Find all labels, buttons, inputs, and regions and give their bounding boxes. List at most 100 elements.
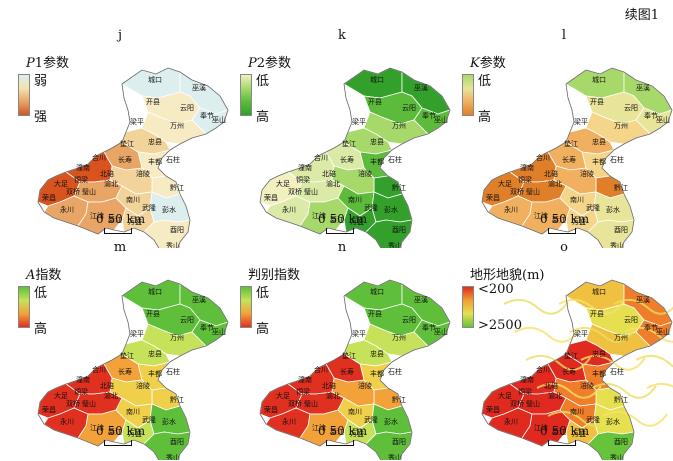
city-label: 丰都 — [592, 157, 606, 166]
map-panel-m: m A指数 城口 巫溪 开县 云阳 奉节 巫山 梁平 万州 忠县 垫江 石柱 丰都 长寿 涪陵 合川 潼南 大足 双桥… — [10, 240, 230, 460]
terrain-ridge — [547, 410, 613, 427]
legend-top-label: 弱 — [34, 74, 48, 89]
city-label: 万盛 — [572, 429, 586, 438]
scale-distance-label: 50 km — [107, 212, 146, 226]
city-label: 潼南 — [520, 163, 534, 172]
city-label: 永川 — [282, 205, 296, 214]
city-label: 忠县 — [370, 138, 384, 146]
city-label: 合川 — [536, 153, 550, 162]
city-label: 荣昌 — [486, 405, 500, 414]
city-label: 云阳 — [402, 315, 416, 324]
city-label: 开县 — [146, 310, 160, 318]
region-outline — [37, 279, 229, 460]
city-label: 涪陵 — [358, 381, 372, 390]
city-label: 潼南 — [76, 163, 90, 172]
panel-title: K参数 — [470, 56, 506, 71]
city-label: 江津 — [534, 212, 548, 220]
city-label: 綦江 — [330, 427, 344, 436]
city-label: 黔江 — [392, 183, 406, 192]
city-label: 黔江 — [614, 395, 628, 404]
city-label: 彭水 — [384, 417, 398, 426]
city-label: 垫江 — [120, 139, 134, 148]
city-label: 石柱 — [166, 155, 180, 164]
panel-letter-label: k — [338, 28, 346, 43]
scale-bar: 0 50 km — [540, 212, 589, 226]
city-label: 南川 — [126, 195, 140, 204]
city-label: 双桥 — [510, 399, 524, 408]
legend-color-bar — [240, 286, 252, 328]
figure-continued-label: 续图1 — [624, 8, 659, 23]
terrain-ridge — [624, 326, 673, 343]
region-outline — [481, 279, 673, 460]
scale-distance-label: 50 km — [551, 424, 590, 438]
legend-bottom-label: 高 — [256, 322, 270, 337]
city-label: 铜梁 — [74, 387, 88, 396]
city-label: 云阳 — [180, 103, 194, 112]
city-label: 长寿 — [118, 155, 132, 164]
city-label: 奉节 — [200, 111, 214, 120]
city-label: 合川 — [314, 365, 328, 374]
scale-bar-line — [548, 440, 576, 446]
city-label: 石柱 — [610, 155, 624, 164]
city-label: 长寿 — [340, 367, 354, 376]
city-label: 潼南 — [298, 375, 312, 384]
city-label: 万盛 — [572, 217, 586, 226]
panel-title: A指数 — [26, 268, 62, 283]
terrain-ridge — [525, 354, 591, 371]
city-label: 垫江 — [342, 139, 356, 148]
city-label: 石柱 — [166, 367, 180, 376]
city-label: 彭水 — [384, 205, 398, 214]
city-label: 双桥 — [288, 399, 302, 408]
city-label: 渝北 — [548, 391, 562, 400]
city-label: 垫江 — [342, 351, 356, 360]
city-label: 璧山 — [526, 399, 540, 408]
city-label: 合川 — [314, 153, 328, 162]
city-label: 云阳 — [624, 315, 638, 324]
scale-zero-label: 0 — [96, 424, 108, 438]
city-label: 北碚 — [322, 169, 336, 178]
panel-letter-label: m — [113, 240, 127, 255]
legend-bottom-label: 高 — [34, 322, 48, 337]
scale-distance-label: 50 km — [551, 212, 590, 226]
city-label: 合川 — [92, 365, 106, 374]
city-label: 荣昌 — [42, 193, 56, 202]
city-label: 巫山 — [434, 115, 448, 124]
city-label: 江津 — [534, 424, 548, 432]
city-label: 铜梁 — [518, 175, 532, 184]
city-label: 璧山 — [82, 399, 96, 408]
city-label: 忠县 — [148, 138, 162, 146]
city-label: 长寿 — [340, 155, 354, 164]
city-label: 武隆 — [364, 203, 378, 212]
city-label: 南川 — [348, 195, 362, 204]
city-label: 丰都 — [370, 157, 384, 166]
panel-letter-label: l — [561, 28, 567, 43]
legend-color-bar — [18, 74, 30, 116]
city-label: 南川 — [570, 407, 584, 416]
city-label: 奉节 — [644, 323, 658, 332]
city-label: 黔江 — [170, 183, 184, 192]
panel-letter-label: j — [117, 28, 123, 43]
city-label: 梁平 — [574, 117, 588, 126]
terrain-ridge — [558, 298, 624, 315]
city-label: 巫溪 — [414, 83, 428, 92]
city-label: 渝北 — [548, 179, 562, 188]
city-label: 大足 — [276, 179, 290, 188]
terrain-ridge — [569, 326, 635, 343]
city-label: 江津 — [312, 212, 326, 220]
city-label: 永川 — [60, 417, 74, 426]
city-label: 黔江 — [170, 395, 184, 404]
legend-top-label: 低 — [34, 286, 48, 301]
city-label: 荣昌 — [486, 193, 500, 202]
city-label: 奉节 — [422, 323, 436, 332]
city-label: 铜梁 — [518, 387, 532, 396]
city-label: 万盛 — [350, 217, 364, 226]
region-outline — [481, 67, 673, 248]
city-label: 荣昌 — [264, 405, 278, 414]
scale-zero-label: 0 — [96, 212, 108, 226]
city-label: 奉节 — [422, 111, 436, 120]
city-label: 渝北 — [326, 179, 340, 188]
city-label: 合川 — [536, 365, 550, 374]
